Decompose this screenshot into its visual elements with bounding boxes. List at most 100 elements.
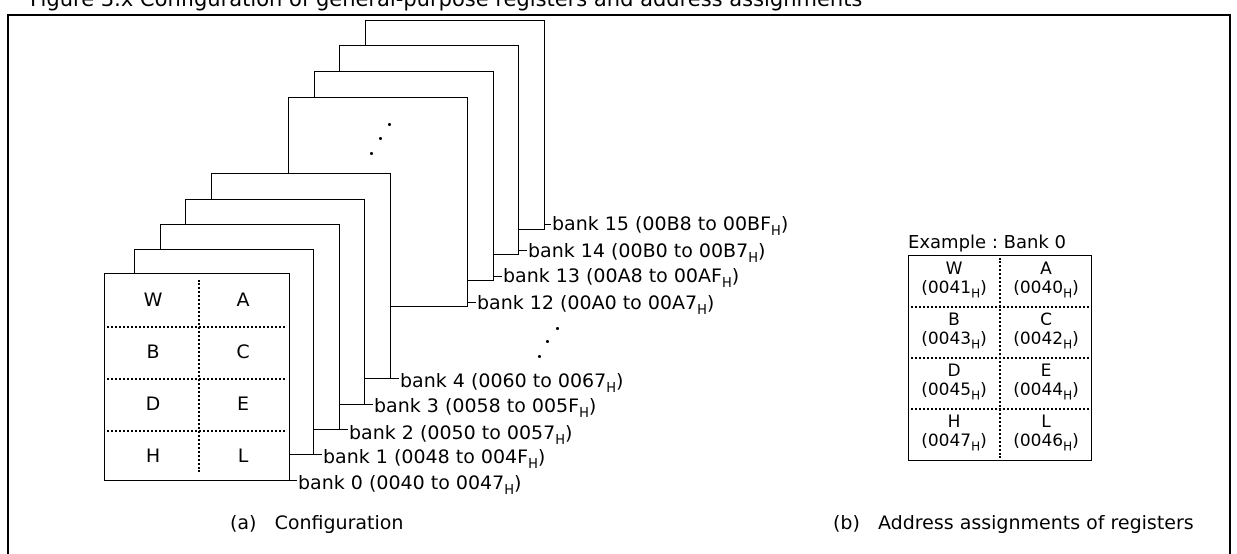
register-a: A [236, 289, 250, 311]
register-e: E [236, 393, 249, 415]
example-name: H [947, 411, 961, 432]
bank-3-label: bank 3 (0058 to 005FH) [374, 395, 596, 425]
bank-4-leader [391, 378, 399, 379]
bank-0-range: (0040 to 0047 [368, 472, 505, 494]
bank-1-name: bank 1 [323, 446, 388, 468]
bank-15-close: ) [780, 213, 789, 235]
bank-13-close: ) [731, 265, 740, 287]
bank-12-suffix: H [697, 302, 707, 318]
label-ellipsis-dot [546, 340, 549, 343]
bank-13-range: (00A8 to 00AF [586, 265, 722, 287]
bank-1-suffix: H [528, 456, 538, 472]
example-cell-l: L (0046H) [1001, 409, 1091, 460]
bank-0-leader [290, 480, 297, 481]
ellipsis-dot [370, 152, 373, 155]
bank-3-close: ) [588, 395, 597, 417]
example-table: W (0041H) A (0040H) B (0043H) C (0042H) … [908, 255, 1092, 461]
example-addr: (0043H) [921, 328, 987, 352]
register-h: H [145, 445, 161, 467]
bank-2-suffix: H [555, 432, 565, 448]
label-ellipsis-dot [538, 355, 541, 358]
example-cell-d: D (0045H) [909, 358, 999, 409]
register-divider-vertical [198, 280, 200, 472]
bank-0-close: ) [514, 472, 522, 494]
bank-0-rect: W A B C D E H L [104, 273, 290, 481]
bank-15-name: bank 15 [552, 213, 629, 235]
bank-13-label: bank 13 (00A8 to 00AFH) [503, 265, 739, 295]
example-addr: (0041H) [921, 277, 987, 301]
bank-1-close: ) [537, 446, 546, 468]
caption-address-assignments: (b) Address assignments of registers [833, 512, 1194, 534]
bank-4-label: bank 4 (0060 to 0067H) [400, 370, 623, 400]
example-addr: (0044H) [1013, 379, 1079, 403]
bank-4-suffix: H [606, 380, 616, 396]
bank-4-close: ) [616, 370, 624, 392]
label-ellipsis-dot [556, 327, 559, 330]
bank-14-leader [519, 250, 527, 251]
example-name: C [1040, 309, 1052, 330]
bank-12-label: bank 12 (00A0 to 00A7H) [477, 292, 714, 322]
bank-3-leader [365, 404, 373, 405]
example-name: W [945, 258, 963, 279]
register-d: D [145, 393, 161, 415]
example-addr: (0046H) [1013, 430, 1079, 454]
example-title: Example : Bank 0 [908, 232, 1066, 253]
example-cell-a: A (0040H) [1001, 256, 1091, 307]
register-w: W [143, 289, 163, 311]
bank-4-range: (0060 to 0067 [470, 370, 607, 392]
ellipsis-dot [379, 137, 382, 140]
example-addr: (0045H) [921, 379, 987, 403]
bank-14-range: (00B0 to 00B7 [611, 240, 749, 262]
example-cell-e: E (0044H) [1001, 358, 1091, 409]
caption-configuration: (a) Configuration [230, 512, 404, 534]
example-cell-c: C (0042H) [1001, 307, 1091, 358]
bank-0-label: bank 0 (0040 to 0047H) [298, 472, 521, 502]
bank-3-range: (0058 to 005F [444, 395, 580, 417]
bank-4-name: bank 4 [400, 370, 465, 392]
register-l: L [237, 445, 249, 467]
register-divider-3 [107, 430, 285, 432]
bank-2-label: bank 2 (0050 to 0057H) [349, 422, 572, 452]
bank-15-suffix: H [771, 223, 781, 239]
bank-14-close: ) [757, 240, 766, 262]
bank-15-range: (00B8 to 00BF [635, 213, 772, 235]
bank-12-name: bank 12 [477, 292, 554, 314]
bank-13-suffix: H [721, 275, 732, 291]
example-cell-w: W (0041H) [909, 256, 999, 307]
example-divider-3 [911, 408, 1089, 410]
figure-frame [7, 14, 1231, 554]
register-c: C [236, 341, 250, 363]
bank-1-range: (0048 to 004F [393, 446, 529, 468]
example-name: E [1040, 360, 1052, 381]
bank-1-label: bank 1 (0048 to 004FH) [323, 446, 545, 476]
example-name: B [948, 309, 960, 330]
example-name: L [1041, 411, 1051, 432]
example-addr: (0047H) [921, 430, 987, 454]
example-name: D [947, 360, 961, 381]
bank-12-range: (00A0 to 00A7 [560, 292, 698, 314]
example-divider-1 [911, 306, 1089, 308]
bank-14-name: bank 14 [528, 240, 605, 262]
register-divider-1 [107, 326, 285, 328]
ellipsis-dot [388, 123, 391, 126]
bank-15-leader [545, 224, 551, 225]
bank-15-label: bank 15 (00B8 to 00BFH) [552, 213, 788, 243]
example-cell-b: B (0043H) [909, 307, 999, 358]
register-divider-2 [107, 378, 285, 380]
figure-caption: Figure 3.x Configuration of general-purp… [30, 0, 862, 11]
bank-2-range: (0050 to 0057 [419, 422, 556, 444]
bank-13-name: bank 13 [503, 265, 580, 287]
bank-2-leader [340, 429, 348, 430]
bank-12-close: ) [706, 292, 715, 314]
bank-3-suffix: H [579, 405, 589, 421]
bank-0-suffix: H [504, 482, 514, 498]
example-divider-2 [911, 357, 1089, 359]
bank-3-name: bank 3 [374, 395, 439, 417]
bank-14-suffix: H [748, 250, 758, 266]
bank-13-leader [494, 276, 502, 277]
example-name: A [1040, 258, 1052, 279]
bank-2-name: bank 2 [349, 422, 414, 444]
bank-2-close: ) [565, 422, 573, 444]
bank-12-leader [468, 302, 476, 303]
example-addr: (0042H) [1013, 328, 1079, 352]
